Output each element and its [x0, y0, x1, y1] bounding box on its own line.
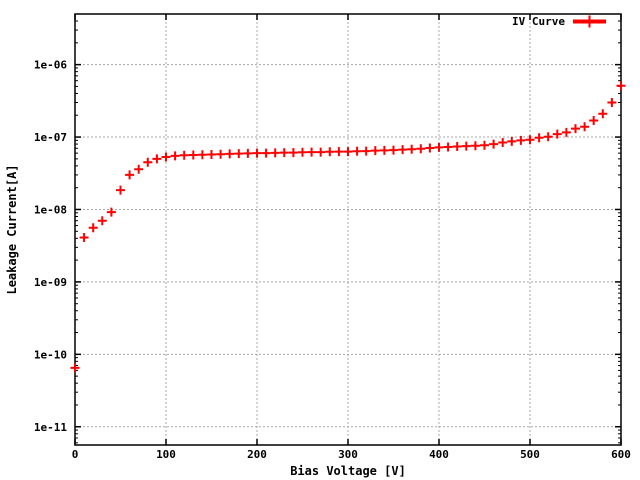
legend-label: IV Curve [512, 15, 565, 28]
x-tick-label: 100 [156, 448, 176, 461]
plot-border [74, 13, 622, 446]
y-axis-title: Leakage Current[A] [5, 164, 19, 294]
legend: IV Curve [512, 15, 606, 28]
legend-marker-plus-icon [584, 15, 595, 28]
y-tick-label: 1e-07 [34, 131, 67, 144]
x-tick-label: 0 [72, 448, 79, 461]
x-tick-label: 500 [520, 448, 540, 461]
y-tick-label: 1e-10 [34, 348, 67, 361]
x-tick-label: 400 [429, 448, 449, 461]
y-tick-label: 1e-06 [34, 59, 67, 72]
grid [74, 14, 622, 445]
x-axis-title: Bias Voltage [V] [290, 464, 406, 478]
x-tick-label: 200 [247, 448, 267, 461]
y-tick-label: 1e-09 [34, 276, 67, 289]
tick-labels: 0 100 200 300 400 500 600 1e-06 1e-07 1e-08 1e-09 1… [34, 59, 631, 461]
axis-ticks [74, 14, 622, 445]
x-tick-label: 300 [338, 448, 358, 461]
y-tick-label: 1e-11 [34, 421, 67, 434]
x-tick-label: 600 [611, 448, 631, 461]
data-points-iv-curve [70, 81, 626, 373]
y-tick-label: 1e-08 [34, 203, 67, 216]
